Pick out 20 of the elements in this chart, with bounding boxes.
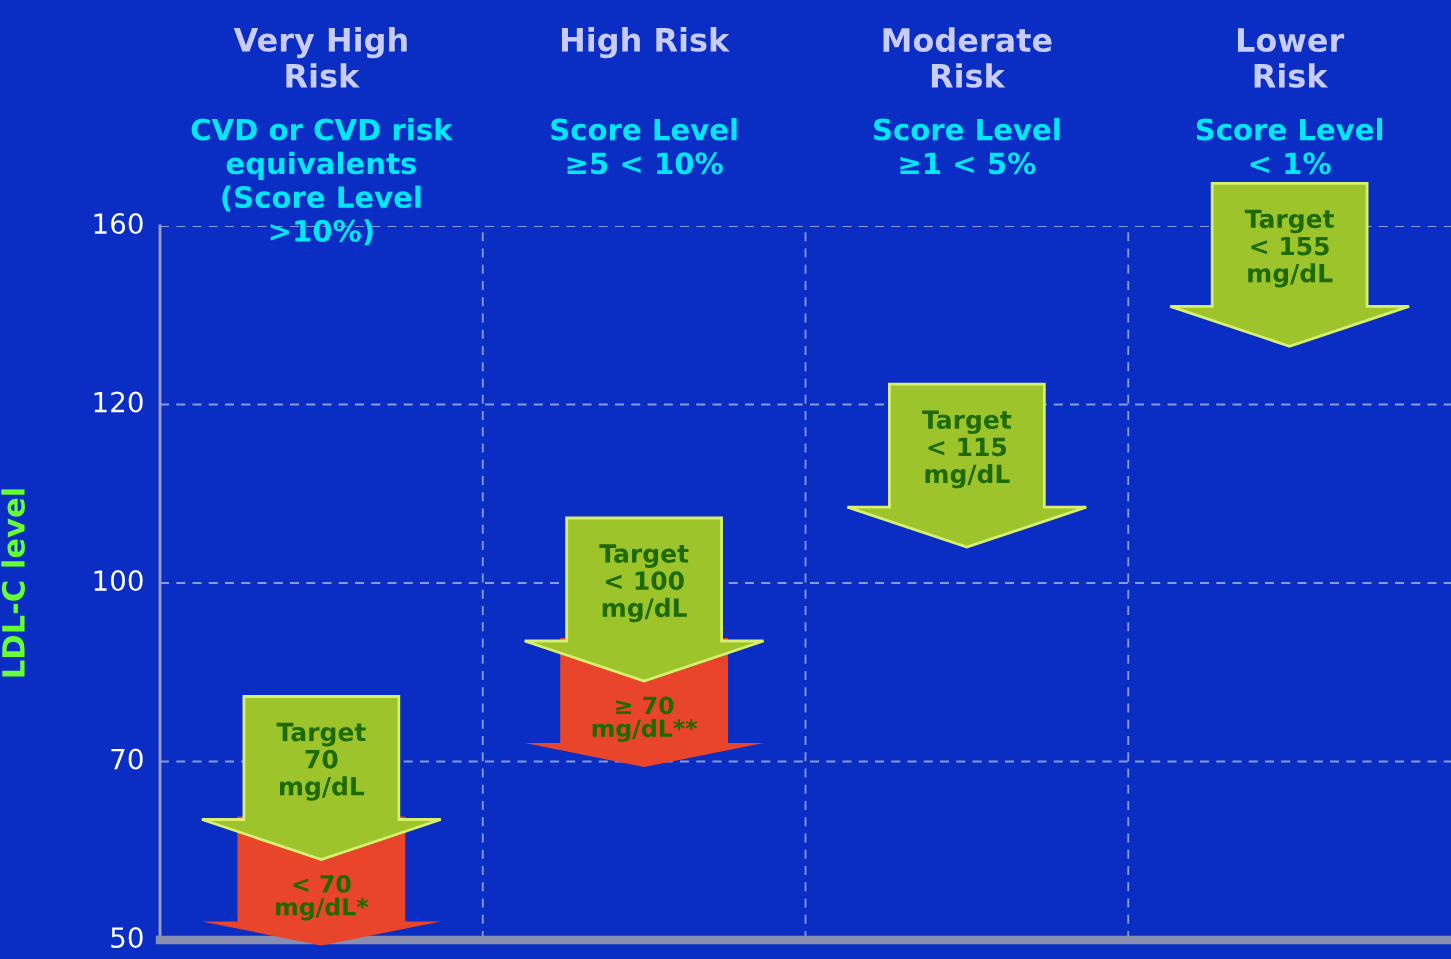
text: LDL-C level xyxy=(1,489,25,677)
text: 100 xyxy=(94,570,143,592)
category-label: High Risk xyxy=(561,27,730,59)
category-label: Lower Risk xyxy=(1237,28,1345,88)
data-label: Target < 115 mg/dL xyxy=(922,410,1012,489)
text: Score Level < 1% xyxy=(1196,118,1383,175)
data-label: Target 70 mg/dL xyxy=(276,722,366,801)
text: Score Level ≥5 < 10% xyxy=(551,118,737,175)
text: 50 xyxy=(111,927,143,949)
data-label: ≥ 70 mg/dL** xyxy=(592,696,698,742)
category-label: Very High Risk xyxy=(233,27,407,88)
text: CVD or CVD risk equivalents (Score Level >10%) xyxy=(191,118,454,246)
data-label: Target < 155 mg/dL xyxy=(1244,209,1334,288)
category-label: Moderate Risk xyxy=(883,27,1052,88)
text: 120 xyxy=(94,391,143,413)
text: 70 xyxy=(111,748,143,770)
text: Score Level ≥1 < 5% xyxy=(874,118,1060,175)
data-label: Target < 100 mg/dL xyxy=(599,544,689,623)
data-label: < 70 mg/dL* xyxy=(276,874,369,921)
text: 160 xyxy=(94,213,143,235)
